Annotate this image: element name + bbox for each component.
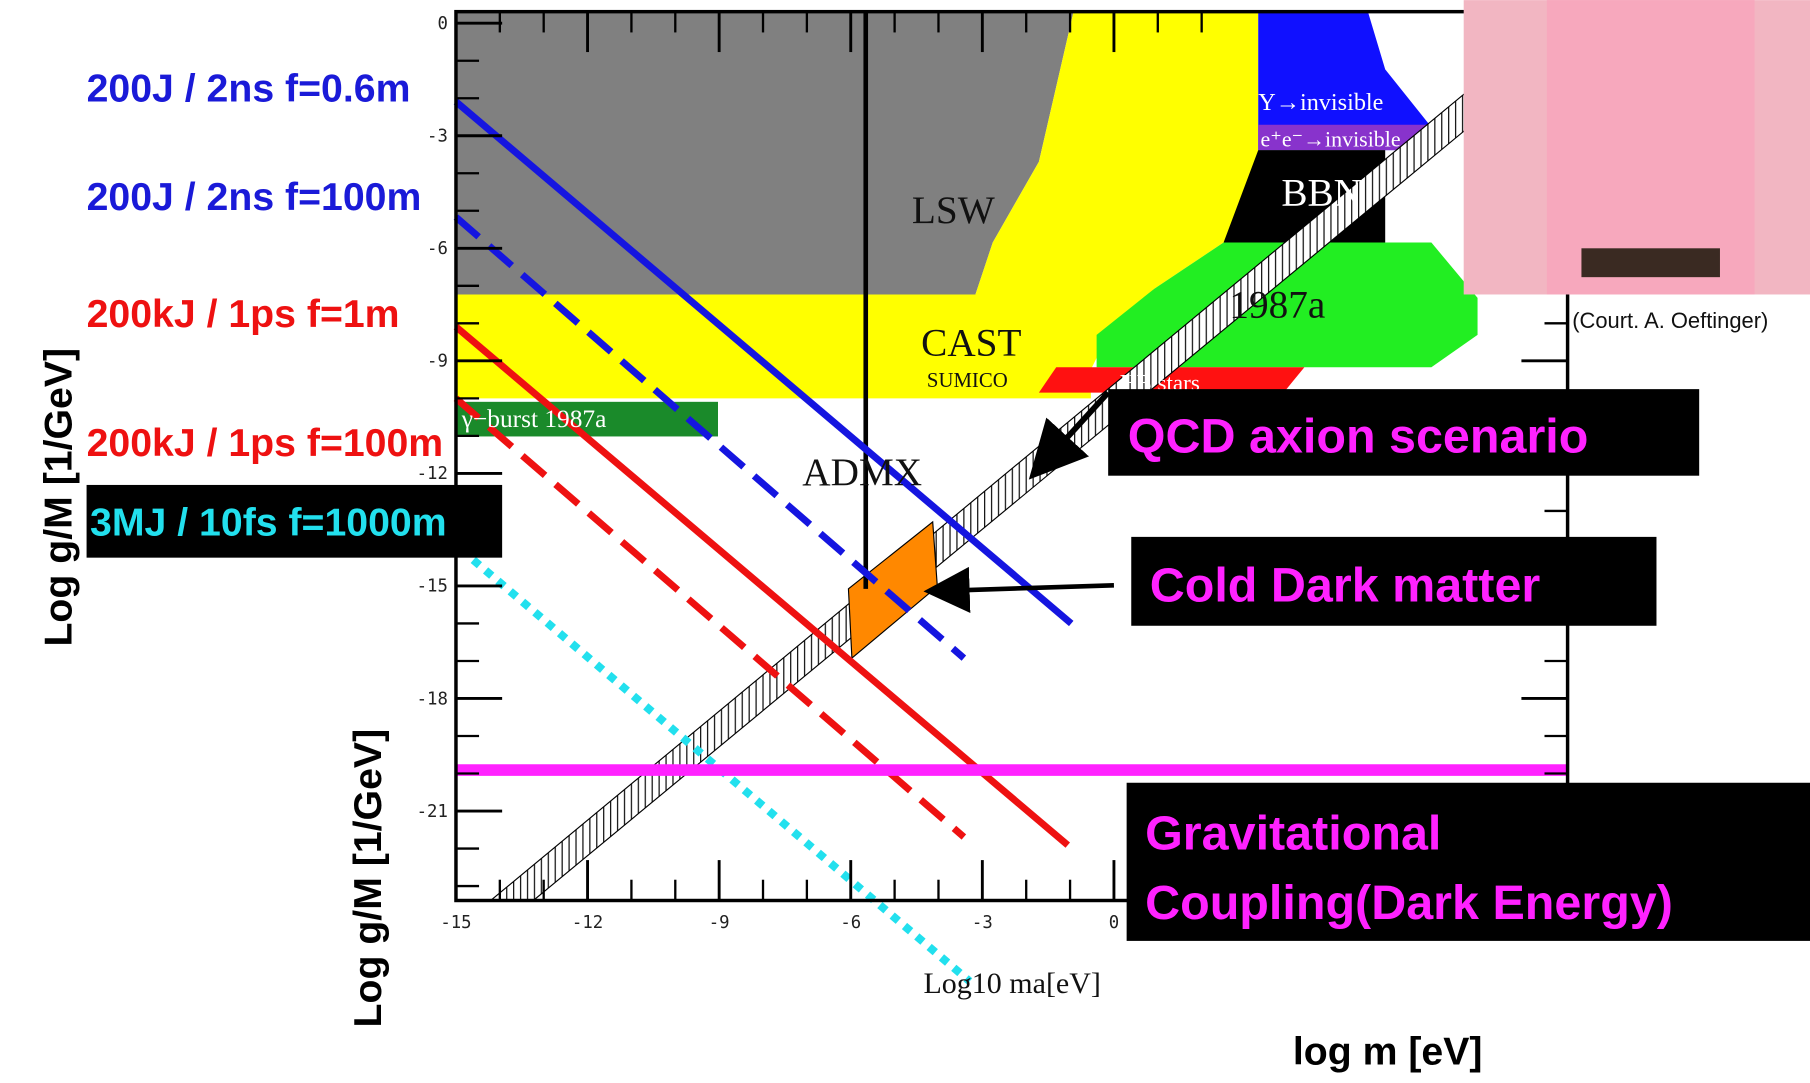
laser-line (453, 395, 967, 840)
region-label: 1987a (1229, 284, 1325, 327)
x-tick-label: -3 (972, 913, 993, 933)
ee-invisible-region (1258, 124, 1432, 151)
x-tick-label: -6 (840, 913, 861, 933)
callout: Gravitational (1145, 807, 1441, 861)
arrow (1028, 390, 1111, 480)
y-invisible-region (1258, 11, 1432, 151)
x-axis-label: Log10 ma[eV] (923, 967, 1100, 1000)
y-tick-label: -21 (417, 802, 448, 822)
y-tick-label: -9 (427, 352, 448, 372)
beam-label: 200J / 2ns f=0.6m (87, 67, 411, 111)
beam-label: 3MJ / 10fs f=1000m (90, 501, 447, 545)
x-tick-label: 0 (1109, 913, 1119, 933)
region-label: CAST (921, 322, 1021, 365)
y-tick-label: -12 (417, 464, 448, 484)
x-tick-label: -9 (709, 913, 730, 933)
lsw-region (455, 11, 1074, 295)
y-tick-label: -6 (427, 239, 448, 259)
beam-label: 200kJ / 1ps f=100m (87, 421, 444, 465)
callouts: QCD axion scenario Cold Dark matter Grav… (923, 389, 1810, 941)
hb-region (1038, 367, 1305, 393)
cast-region (455, 11, 1259, 399)
laser-line (453, 214, 967, 661)
callout-box (1131, 536, 1657, 626)
beam-label: 200kJ / 1ps f=1m (87, 292, 400, 336)
photo-belt (1581, 248, 1720, 278)
region-label: ADMX (802, 451, 922, 494)
label-box (86, 484, 503, 558)
y-tick-label: 0 (437, 14, 447, 34)
x-tick-label: -12 (572, 913, 603, 933)
y-axis-label: Log g/M [1/GeV] (37, 348, 81, 647)
beam-label: 200J / 2ns f=100m (87, 175, 422, 219)
y-tick-label: -18 (417, 689, 448, 709)
photo-caption: (Court. A. Oeftinger) (1572, 308, 1768, 333)
y-tick-label: -15 (417, 577, 448, 597)
region-label: γ−burst 1987a (461, 405, 607, 433)
callout-box (1126, 782, 1810, 941)
laser-line (453, 99, 1074, 627)
laser-line (453, 324, 1070, 848)
callout: QCD axion scenario (1128, 410, 1589, 464)
plot: -15 -12 -9 -6 -3 0 0 -3 -6 -9 -12 -15 -18 -21 LSW CAS… (417, 9, 1570, 1000)
x-axis-label: log m [eV] (1293, 1029, 1483, 1073)
arrow (923, 566, 1115, 614)
callout-box (1108, 389, 1700, 476)
region-label: BBN (1281, 172, 1362, 215)
cold-dark-matter-region (847, 520, 938, 660)
x-tick-label: -15 (440, 913, 471, 933)
y-tick-label: -3 (427, 127, 448, 147)
region-label: LSW (912, 189, 995, 232)
photo-person (1546, 0, 1755, 295)
region-label: e⁺e⁻→invisible (1261, 127, 1401, 152)
region-label: SUMICO (927, 369, 1008, 392)
callout: Coupling(Dark Energy) (1145, 876, 1673, 930)
y-axis-label: Log g/M [1/GeV] (346, 729, 390, 1028)
region-label: Y→invisible (1258, 89, 1383, 116)
callout: Cold Dark matter (1150, 559, 1541, 613)
beam-labels: 200J / 2ns f=0.6m 200J / 2ns f=100m 200k… (86, 67, 503, 558)
